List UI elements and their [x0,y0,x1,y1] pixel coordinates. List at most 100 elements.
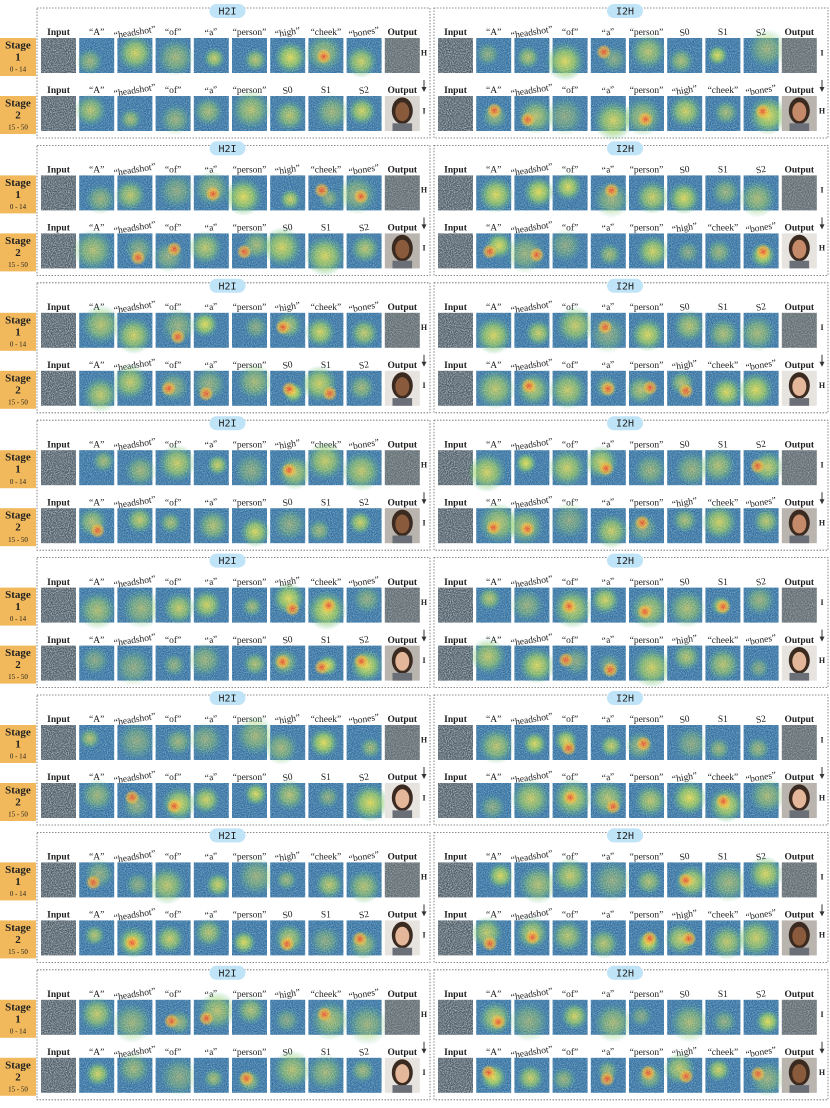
stage-box [0,370,36,409]
thumb-noise [232,783,267,818]
stage-range: 15 - 50 [8,948,28,956]
thumb-noise [232,233,267,269]
thumbnail [270,645,306,681]
thumbnail [667,38,703,74]
thumb-noise [590,587,626,623]
thumbnail [629,862,664,898]
side-letter: H [421,186,428,195]
arrow-head [421,499,427,505]
thumbnail [270,96,306,132]
thumb-noise [79,312,115,348]
token-label: “of” [562,27,578,38]
thumbnail [41,508,76,544]
thumb-noise [346,312,382,348]
thumb-noise [438,999,473,1035]
thumb-noise [232,312,267,348]
thumb-noise [743,862,779,898]
thumb-noise [514,175,550,211]
token-label: S2 [358,85,370,96]
thumbnail [155,725,193,760]
io-label: Output [785,28,815,38]
token-label: “a” [204,360,218,372]
thumb-noise [155,999,191,1035]
thumbnail [705,370,743,408]
thumb-noise [270,312,306,348]
token-label: S1 [718,303,728,313]
token-label: “cheek” [708,86,739,96]
thumb-noise [705,725,741,760]
thumbnail [41,920,76,956]
thumbnail [781,1057,817,1093]
thumb-noise [193,508,229,544]
thumb-noise [514,587,550,623]
thumb-noise [552,862,588,898]
thumb-noise [384,725,420,760]
thumbnail [155,172,196,211]
io-label: Input [47,715,71,725]
token-label: S2 [755,302,767,313]
thumb-noise [552,587,588,623]
thumb-noise [117,645,153,681]
stage-number: 1 [15,601,21,613]
io-label: Output [785,636,815,646]
thumbnail [781,587,817,623]
side-letter: H [421,598,428,607]
panel-title: I2H [616,968,634,979]
thumbnail [705,175,741,211]
thumbnail [270,582,306,623]
token-label: “bones” [348,988,380,1003]
thumb-noise [743,920,779,956]
thumbnail [114,645,153,687]
panel-frame [433,419,829,551]
side-letter: H [421,323,428,332]
side-letter: H [421,735,428,744]
token-label: “A” [486,911,501,921]
token-label: “bones” [348,26,380,41]
side-letter: I [820,461,823,470]
thumbnail [341,450,382,492]
thumb-noise [308,508,344,544]
thumb-noise [384,999,420,1035]
title-pill [209,416,246,431]
thumb-noise [629,862,664,898]
thumbnail [629,920,664,956]
thumbnail [438,370,473,406]
io-label: Input [444,224,468,234]
thumbnail [308,920,344,957]
thumb-noise [41,312,76,348]
thumbnail [384,999,420,1035]
thumb-noise [79,645,115,681]
thumb-noise [743,725,779,760]
token-label: “of” [562,223,578,234]
thumb-noise [438,96,473,131]
panel-title: H2I [218,144,236,155]
thumbnail [629,33,667,73]
thumb-body [789,810,810,818]
thumb-noise [155,725,191,760]
token-label: “of” [165,772,181,783]
thumbnail [738,312,779,352]
token-label: S1 [718,28,728,38]
io-label: Input [47,224,71,234]
thumbnail [79,858,115,898]
thumbnail [552,999,589,1035]
thumb-face [792,239,807,259]
thumbnail [261,226,306,269]
io-label: Input [444,990,468,1000]
token-label: S0 [282,772,294,783]
thumbnail [624,725,664,761]
token-label: “a” [204,852,218,864]
thumbnail [509,587,550,623]
token-label: “cheek” [311,853,342,863]
thumb-noise [155,587,191,623]
thumb-noise [629,920,664,956]
title-pill [607,416,643,431]
thumbnail [384,862,420,898]
thumbnail [474,312,513,355]
thumb-noise [476,920,512,956]
stage-range: 0 - 14 [10,890,27,898]
thumb-noise [667,38,703,73]
token-label: “a” [601,497,615,509]
thumbnail [155,96,192,136]
thumb-noise [514,370,550,406]
